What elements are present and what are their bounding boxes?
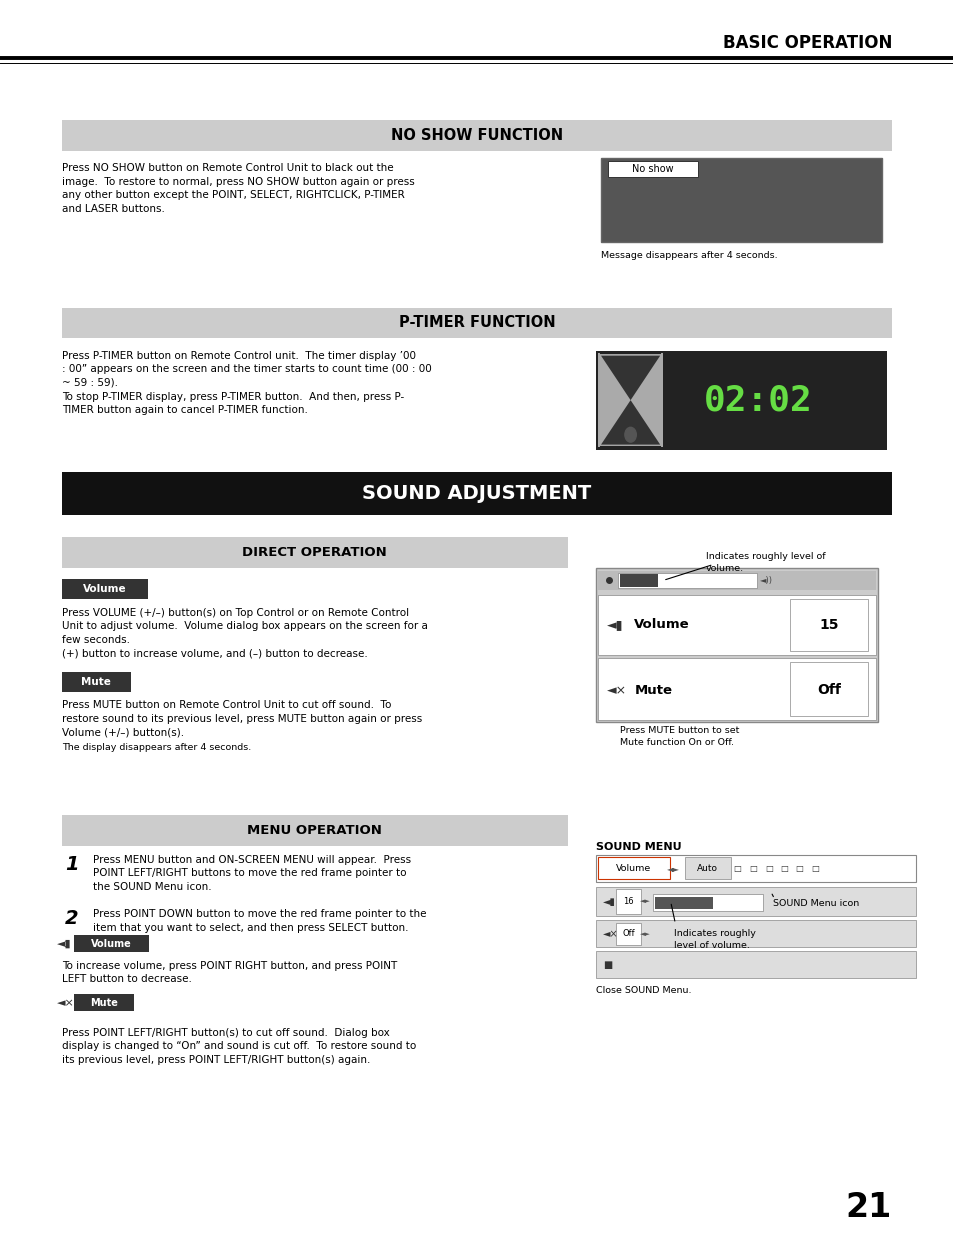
FancyBboxPatch shape	[789, 662, 867, 716]
Text: Volume: Volume	[91, 939, 132, 948]
Text: ◄×: ◄×	[57, 998, 75, 1008]
Text: To increase volume, press POINT RIGHT button, and press POINT
LEFT button to dec: To increase volume, press POINT RIGHT bu…	[62, 961, 396, 984]
Text: Press NO SHOW button on Remote Control Unit to black out the
image.  To restore : Press NO SHOW button on Remote Control U…	[62, 163, 415, 214]
Text: □: □	[810, 863, 818, 873]
Text: MENU OPERATION: MENU OPERATION	[247, 824, 382, 837]
Text: □: □	[780, 863, 787, 873]
Text: 16: 16	[622, 897, 634, 906]
FancyBboxPatch shape	[607, 161, 698, 177]
Text: ◄►: ◄►	[639, 931, 650, 936]
Text: Indicates roughly level of
volume.: Indicates roughly level of volume.	[705, 552, 824, 573]
Text: Press POINT DOWN button to move the red frame pointer to the
item that you want : Press POINT DOWN button to move the red …	[92, 909, 426, 932]
FancyBboxPatch shape	[598, 658, 875, 720]
Text: Press P-TIMER button on Remote Control unit.  The timer display ’00
: 00” appear: Press P-TIMER button on Remote Control u…	[62, 351, 432, 415]
Text: Press MUTE button on Remote Control Unit to cut off sound.  To
restore sound to : Press MUTE button on Remote Control Unit…	[62, 700, 422, 737]
Text: Press VOLUME (+/–) button(s) on Top Control or on Remote Control
Unit to adjust : Press VOLUME (+/–) button(s) on Top Cont…	[62, 608, 428, 658]
FancyBboxPatch shape	[596, 568, 877, 722]
Text: 2: 2	[65, 909, 78, 927]
FancyBboxPatch shape	[598, 595, 875, 655]
Polygon shape	[600, 356, 659, 400]
Text: Volume: Volume	[634, 619, 689, 631]
Text: Message disappears after 4 seconds.: Message disappears after 4 seconds.	[600, 251, 777, 259]
Text: Press POINT LEFT/RIGHT button(s) to cut off sound.  Dialog box
display is change: Press POINT LEFT/RIGHT button(s) to cut …	[62, 1028, 416, 1065]
FancyBboxPatch shape	[616, 923, 640, 945]
Text: SOUND ADJUSTMENT: SOUND ADJUSTMENT	[362, 484, 591, 503]
FancyBboxPatch shape	[74, 935, 149, 952]
FancyBboxPatch shape	[62, 308, 891, 338]
Text: Press MUTE button to set
Mute function On or Off.: Press MUTE button to set Mute function O…	[619, 726, 739, 747]
Text: No show: No show	[631, 163, 673, 174]
FancyBboxPatch shape	[616, 889, 640, 914]
Text: Volume: Volume	[616, 863, 650, 873]
Text: Close SOUND Menu.: Close SOUND Menu.	[596, 986, 691, 994]
FancyBboxPatch shape	[596, 920, 915, 947]
Text: ◄►: ◄►	[639, 899, 650, 904]
FancyBboxPatch shape	[62, 815, 567, 846]
FancyBboxPatch shape	[619, 574, 658, 587]
FancyBboxPatch shape	[62, 672, 131, 692]
Text: □: □	[764, 863, 772, 873]
Text: 1: 1	[65, 855, 78, 873]
Text: DIRECT OPERATION: DIRECT OPERATION	[242, 546, 387, 559]
Text: ■: ■	[602, 960, 612, 969]
Text: ◄▮: ◄▮	[606, 619, 622, 631]
FancyBboxPatch shape	[596, 951, 915, 978]
Circle shape	[624, 427, 636, 442]
Text: ◄×: ◄×	[606, 684, 626, 697]
FancyBboxPatch shape	[618, 573, 756, 588]
Text: The display disappears after 4 seconds.: The display disappears after 4 seconds.	[62, 743, 251, 752]
Text: SOUND MENU: SOUND MENU	[596, 842, 681, 852]
Text: Off: Off	[816, 683, 841, 698]
Text: 02:02: 02:02	[703, 383, 812, 417]
FancyBboxPatch shape	[598, 857, 669, 879]
Text: □: □	[795, 863, 802, 873]
FancyBboxPatch shape	[598, 353, 662, 447]
FancyBboxPatch shape	[684, 857, 730, 879]
FancyBboxPatch shape	[62, 537, 567, 568]
FancyBboxPatch shape	[598, 571, 875, 590]
Text: BASIC OPERATION: BASIC OPERATION	[721, 35, 891, 52]
Text: Mute: Mute	[634, 684, 672, 697]
FancyBboxPatch shape	[62, 472, 891, 515]
Text: SOUND Menu icon: SOUND Menu icon	[772, 899, 858, 908]
Text: ◄▮: ◄▮	[57, 939, 71, 948]
Polygon shape	[600, 400, 659, 445]
Text: NO SHOW FUNCTION: NO SHOW FUNCTION	[391, 127, 562, 143]
FancyBboxPatch shape	[600, 158, 882, 242]
Text: ◄×: ◄×	[602, 929, 618, 939]
FancyBboxPatch shape	[596, 855, 915, 882]
Text: Mute: Mute	[81, 677, 112, 687]
Text: □: □	[749, 863, 757, 873]
Text: ◄►: ◄►	[666, 863, 679, 873]
Text: ◄)): ◄))	[760, 576, 773, 585]
Text: P-TIMER FUNCTION: P-TIMER FUNCTION	[398, 315, 555, 331]
FancyBboxPatch shape	[62, 579, 148, 599]
Text: Off: Off	[621, 929, 635, 939]
FancyBboxPatch shape	[789, 599, 867, 651]
Text: Auto: Auto	[697, 863, 718, 873]
FancyBboxPatch shape	[74, 994, 133, 1011]
Text: 21: 21	[845, 1192, 891, 1224]
FancyBboxPatch shape	[596, 351, 886, 450]
FancyBboxPatch shape	[655, 897, 712, 909]
FancyBboxPatch shape	[62, 120, 891, 151]
Text: Volume: Volume	[83, 584, 127, 594]
Text: Press MENU button and ON-SCREEN MENU will appear.  Press
POINT LEFT/RIGHT button: Press MENU button and ON-SCREEN MENU wil…	[92, 855, 410, 892]
Text: Indicates roughly
level of volume.: Indicates roughly level of volume.	[673, 929, 755, 950]
FancyBboxPatch shape	[596, 887, 915, 916]
FancyBboxPatch shape	[653, 894, 762, 911]
Text: □: □	[733, 863, 740, 873]
Text: ◄▮: ◄▮	[602, 897, 615, 906]
Text: 15: 15	[819, 618, 838, 632]
Text: Mute: Mute	[90, 998, 118, 1008]
